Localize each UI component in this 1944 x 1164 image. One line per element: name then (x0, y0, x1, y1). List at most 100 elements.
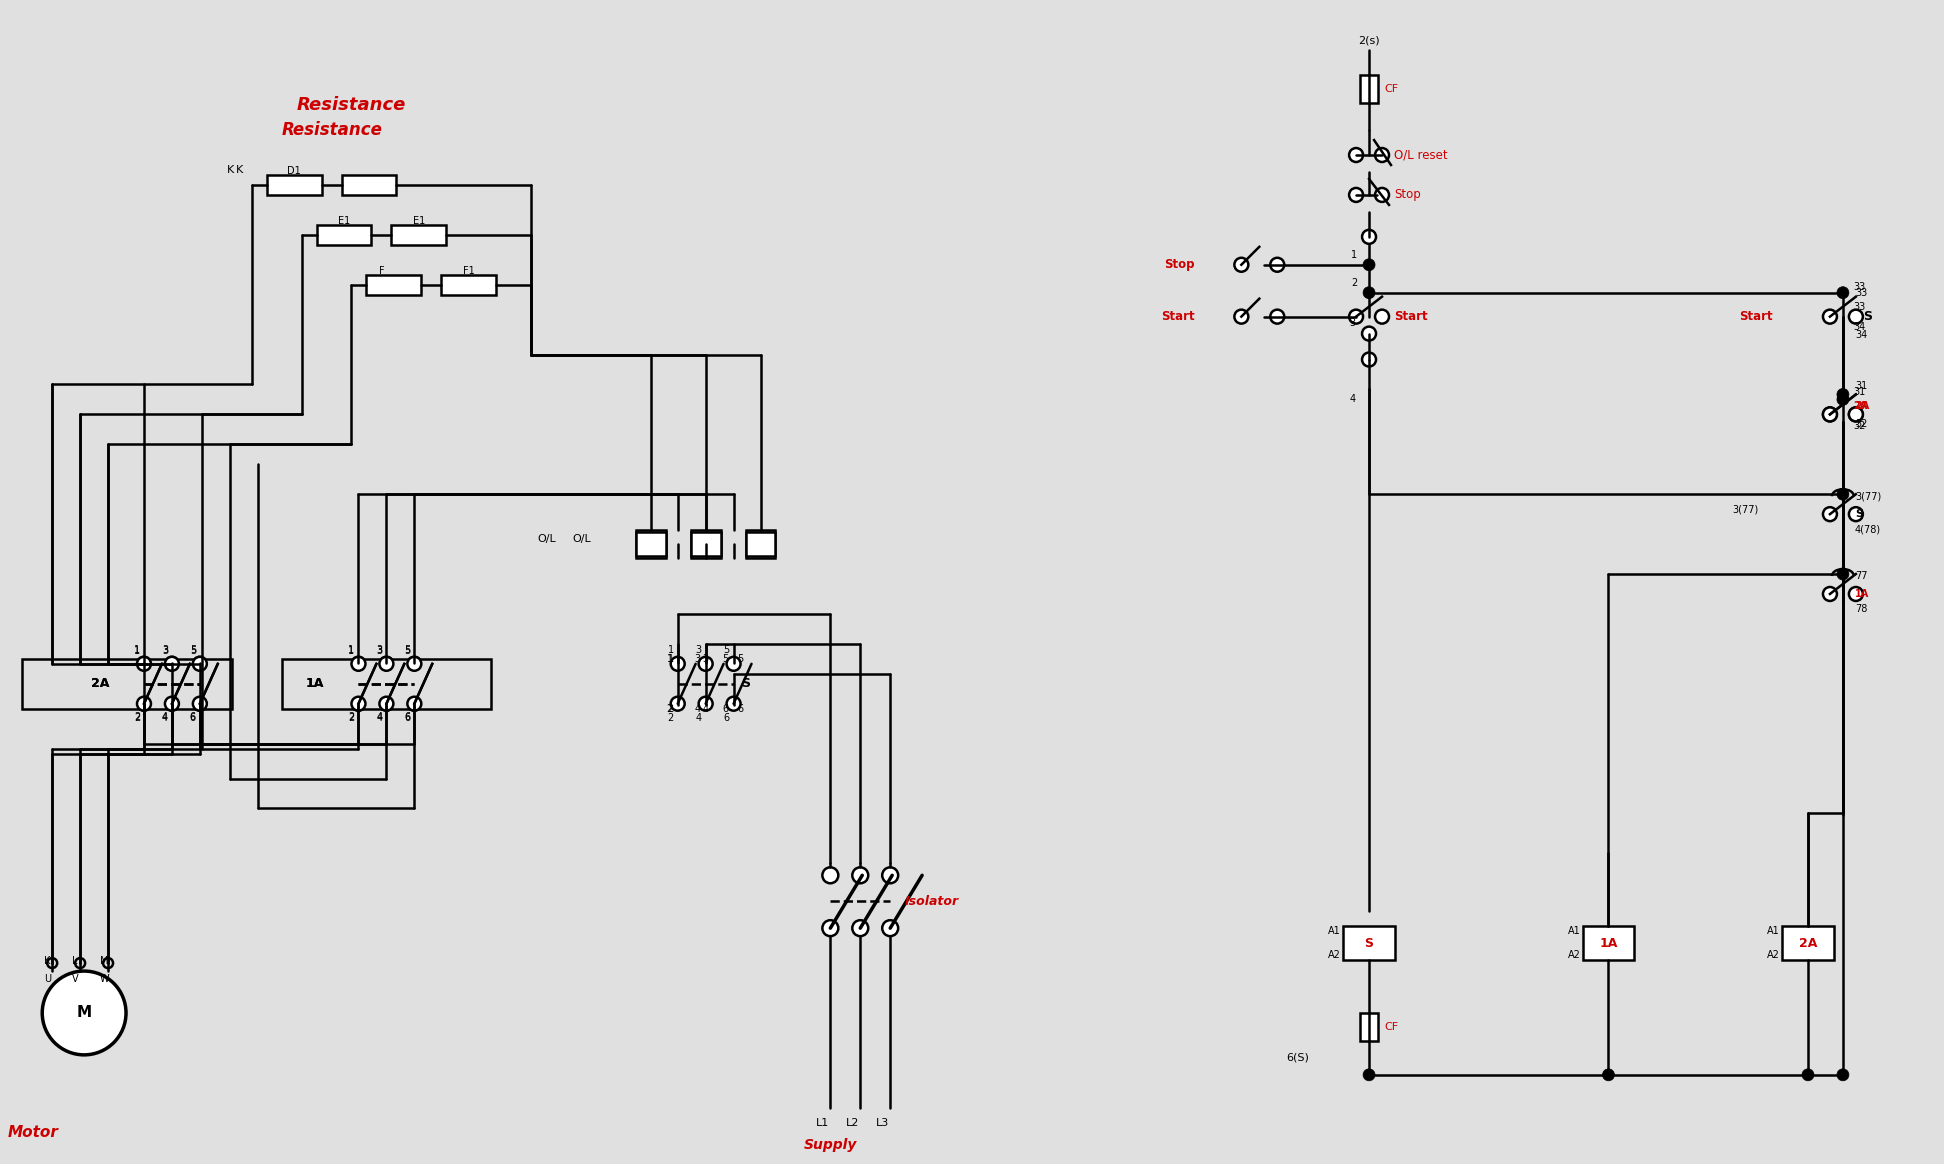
Circle shape (1849, 407, 1862, 421)
Circle shape (1374, 187, 1390, 201)
Text: 4(78): 4(78) (1855, 524, 1882, 534)
Circle shape (1849, 310, 1862, 324)
Bar (636, 532, 665, 556)
Text: 32: 32 (1853, 421, 1864, 432)
Text: Resistance: Resistance (297, 97, 406, 114)
Circle shape (136, 656, 152, 670)
Text: 5: 5 (191, 645, 196, 655)
Circle shape (698, 656, 713, 670)
Text: Supply: Supply (803, 1137, 857, 1151)
Circle shape (1269, 257, 1285, 271)
Text: 5: 5 (737, 654, 745, 663)
Circle shape (1849, 407, 1862, 421)
Bar (342, 175, 397, 194)
Circle shape (883, 921, 898, 936)
Circle shape (379, 656, 393, 670)
Text: S: S (1855, 509, 1862, 519)
Bar (636, 530, 665, 558)
Bar (746, 532, 776, 556)
Text: 2: 2 (667, 704, 675, 714)
Text: 32: 32 (1855, 419, 1868, 430)
Text: 4: 4 (702, 704, 710, 714)
Text: O/L: O/L (572, 534, 591, 544)
Circle shape (671, 656, 684, 670)
Text: 1: 1 (667, 654, 673, 663)
Circle shape (379, 697, 393, 711)
Circle shape (1802, 1069, 1814, 1081)
Text: 3: 3 (161, 645, 167, 655)
Text: 2: 2 (134, 712, 140, 723)
Text: A2: A2 (1328, 950, 1341, 960)
Circle shape (822, 867, 838, 883)
Circle shape (1234, 257, 1248, 271)
Text: 1: 1 (667, 645, 675, 655)
Circle shape (165, 656, 179, 670)
Text: 2(s): 2(s) (1359, 35, 1380, 45)
Text: 1: 1 (1351, 250, 1357, 260)
Text: 3(77): 3(77) (1732, 504, 1757, 514)
Circle shape (47, 958, 56, 968)
Circle shape (1349, 310, 1363, 324)
Text: 1: 1 (134, 646, 140, 655)
Text: 3: 3 (1349, 318, 1355, 327)
Text: O/L: O/L (537, 534, 556, 544)
Text: 4: 4 (377, 711, 383, 722)
Bar (1582, 927, 1635, 960)
Text: E1: E1 (412, 215, 426, 226)
Circle shape (1234, 310, 1248, 324)
Text: 33: 33 (1855, 288, 1866, 298)
Circle shape (136, 697, 152, 711)
Circle shape (192, 656, 206, 670)
Circle shape (1363, 286, 1374, 299)
Circle shape (698, 697, 713, 711)
Text: L3: L3 (875, 1117, 888, 1128)
Circle shape (165, 697, 179, 711)
Circle shape (1823, 407, 1837, 421)
Text: 6: 6 (737, 704, 745, 714)
Text: 5: 5 (404, 646, 410, 655)
Circle shape (352, 656, 365, 670)
Text: 6: 6 (723, 704, 729, 714)
Circle shape (1374, 148, 1390, 162)
Text: 4: 4 (161, 712, 167, 723)
Circle shape (671, 697, 684, 711)
Text: 6(S): 6(S) (1287, 1053, 1308, 1063)
Text: 4: 4 (161, 711, 167, 722)
Circle shape (352, 697, 365, 711)
Text: Start: Start (1161, 310, 1194, 324)
Circle shape (1823, 508, 1837, 521)
Text: 31: 31 (1853, 388, 1864, 397)
Text: 1: 1 (134, 645, 140, 655)
Circle shape (1837, 389, 1849, 400)
Bar (1361, 76, 1378, 104)
Text: Isolator: Isolator (906, 895, 958, 908)
Circle shape (1363, 1069, 1374, 1081)
Text: 1A: 1A (305, 677, 323, 690)
Text: L2: L2 (846, 1117, 859, 1128)
Text: Stop: Stop (1394, 189, 1421, 201)
Circle shape (1363, 229, 1376, 243)
Circle shape (1837, 568, 1849, 580)
Text: M: M (99, 956, 109, 966)
Text: 4: 4 (1349, 395, 1355, 404)
Circle shape (408, 697, 422, 711)
Text: Resistance: Resistance (282, 121, 383, 139)
Text: M: M (76, 1006, 91, 1021)
Circle shape (352, 697, 365, 711)
Text: F: F (379, 265, 385, 276)
Text: 2A: 2A (1853, 402, 1866, 411)
Bar (441, 275, 496, 294)
Text: 2A: 2A (91, 677, 109, 690)
Text: 3(77): 3(77) (1855, 491, 1882, 502)
Text: O/L reset: O/L reset (1394, 149, 1448, 162)
Circle shape (1349, 148, 1363, 162)
Bar (746, 530, 776, 558)
Circle shape (192, 697, 206, 711)
Text: 34: 34 (1853, 321, 1864, 332)
Circle shape (851, 921, 869, 936)
Text: CF: CF (1384, 84, 1398, 94)
Text: L1: L1 (816, 1117, 828, 1128)
Circle shape (1349, 187, 1363, 201)
Circle shape (1363, 353, 1376, 367)
Text: 3: 3 (696, 645, 702, 655)
